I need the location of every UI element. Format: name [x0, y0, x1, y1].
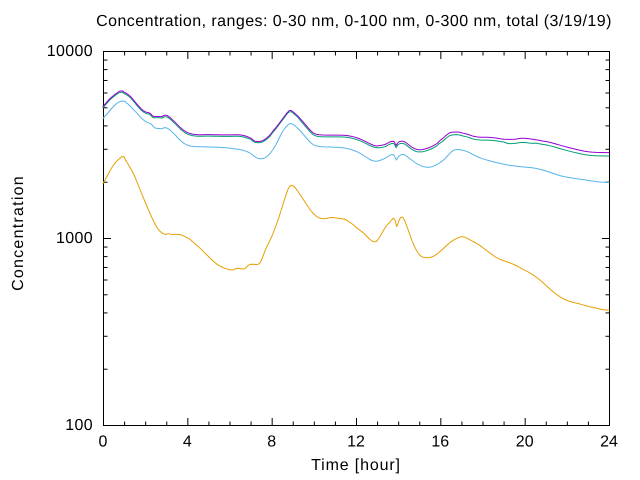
svg-text:4: 4 — [183, 434, 192, 451]
svg-text:100: 100 — [65, 417, 93, 434]
svg-text:8: 8 — [267, 434, 276, 451]
svg-text:12: 12 — [347, 434, 365, 451]
svg-text:10000: 10000 — [47, 43, 93, 60]
svg-text:16: 16 — [431, 434, 449, 451]
svg-text:1000: 1000 — [56, 230, 93, 247]
svg-text:Time [hour]: Time [hour] — [311, 457, 401, 474]
svg-text:0: 0 — [99, 434, 108, 451]
svg-text:24: 24 — [600, 434, 618, 451]
svg-text:Concentration, ranges: 0-30 nm: Concentration, ranges: 0-30 nm, 0-100 nm… — [96, 13, 612, 30]
svg-text:20: 20 — [516, 434, 534, 451]
svg-text:Concentration: Concentration — [10, 175, 27, 291]
